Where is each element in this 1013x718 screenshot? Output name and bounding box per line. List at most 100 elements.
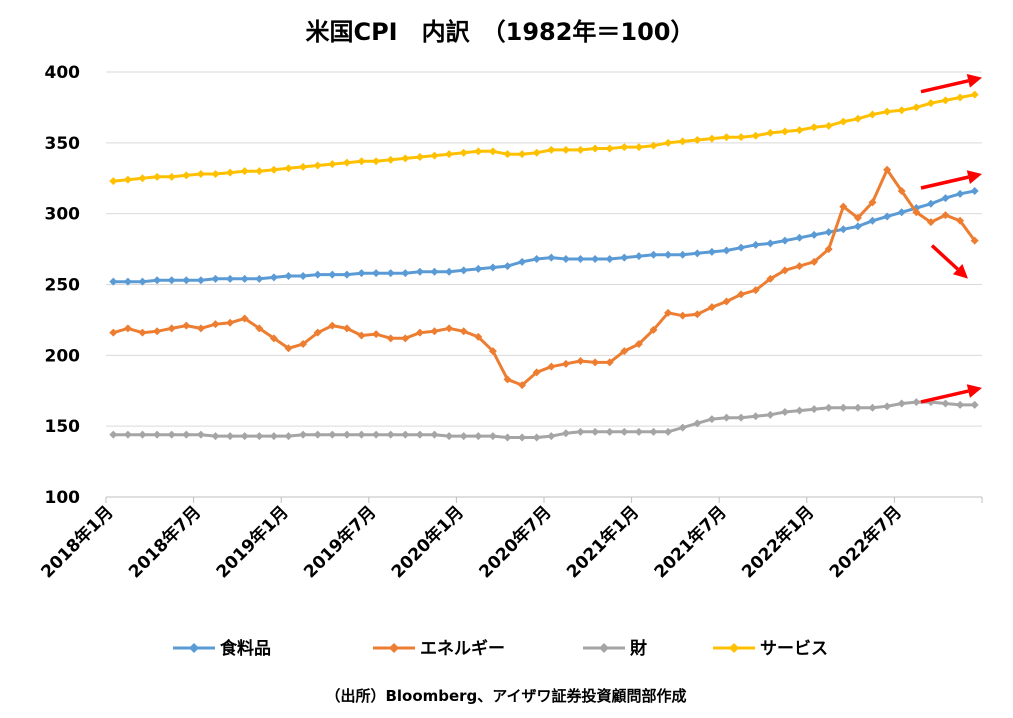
data-point xyxy=(897,187,906,195)
data-point xyxy=(956,216,965,225)
data-point xyxy=(751,131,760,140)
data-point xyxy=(255,324,264,333)
series-1 xyxy=(109,165,979,390)
data-point xyxy=(956,400,965,409)
y-tick-label: 100 xyxy=(45,488,81,508)
data-point xyxy=(459,148,468,157)
data-point xyxy=(123,175,132,184)
data-point xyxy=(503,262,512,271)
data-point xyxy=(269,334,278,343)
data-point xyxy=(255,274,264,283)
data-point xyxy=(445,150,454,159)
data-point xyxy=(605,144,614,153)
data-point xyxy=(299,272,308,280)
data-point xyxy=(795,262,804,271)
data-point xyxy=(956,93,965,102)
data-point xyxy=(722,246,731,255)
data-point xyxy=(824,403,833,412)
data-point xyxy=(824,245,833,254)
data-point xyxy=(284,432,293,441)
data-point xyxy=(780,236,789,245)
x-tick-label: 2018年7月 xyxy=(124,502,205,583)
data-point xyxy=(415,267,424,276)
data-point xyxy=(284,272,293,280)
data-point xyxy=(284,344,293,353)
legend-label: サービス xyxy=(760,639,828,659)
data-point xyxy=(342,270,351,279)
data-point xyxy=(196,430,205,439)
data-point xyxy=(226,274,235,283)
data-point xyxy=(605,255,614,263)
data-point xyxy=(883,212,892,221)
data-point xyxy=(664,308,673,317)
data-point xyxy=(211,320,220,329)
data-point xyxy=(926,199,935,208)
data-point xyxy=(109,177,118,186)
data-point xyxy=(912,208,921,217)
data-point xyxy=(415,153,424,161)
data-point xyxy=(649,250,658,259)
data-point xyxy=(926,218,935,227)
x-tick-label: 2020年1月 xyxy=(387,502,468,583)
x-tick-label: 2020年7月 xyxy=(475,502,556,583)
data-point xyxy=(430,267,439,276)
data-point xyxy=(956,189,965,198)
data-point xyxy=(576,357,585,365)
data-point xyxy=(386,334,395,343)
chart-title: 米国CPI 内訳 （1982年＝100） xyxy=(305,18,694,46)
legend-marker xyxy=(389,643,399,653)
data-point xyxy=(415,430,424,439)
data-point xyxy=(634,427,643,436)
data-point xyxy=(196,170,205,178)
data-point xyxy=(211,432,220,441)
data-point xyxy=(605,358,614,367)
data-point xyxy=(693,136,702,144)
data-point xyxy=(766,274,775,283)
data-point xyxy=(620,253,629,262)
y-tick-label: 350 xyxy=(45,134,81,154)
y-tick-label: 400 xyxy=(45,63,81,83)
data-point xyxy=(357,331,366,340)
data-point xyxy=(138,328,147,337)
series-group xyxy=(109,90,979,442)
data-point xyxy=(824,121,833,130)
data-point xyxy=(299,430,308,439)
legend-marker xyxy=(729,643,739,653)
data-point xyxy=(707,134,716,143)
data-point xyxy=(488,263,497,272)
data-point xyxy=(401,430,410,439)
data-point xyxy=(722,133,731,142)
data-point xyxy=(561,255,570,263)
legend-label: 財 xyxy=(629,638,647,659)
data-point xyxy=(226,168,235,177)
series-line xyxy=(112,168,976,387)
data-point xyxy=(313,430,322,439)
data-point xyxy=(620,143,629,152)
data-point xyxy=(591,358,600,367)
data-point xyxy=(401,269,410,278)
data-point xyxy=(532,255,541,263)
data-point xyxy=(693,249,702,258)
data-point xyxy=(591,427,600,436)
data-point xyxy=(386,269,395,278)
data-point xyxy=(737,243,746,252)
data-point xyxy=(868,403,877,412)
series-3 xyxy=(109,90,979,186)
data-point xyxy=(605,427,614,436)
data-point xyxy=(941,194,950,203)
data-point xyxy=(722,297,731,306)
data-point xyxy=(751,412,760,421)
data-point xyxy=(649,325,658,334)
data-point xyxy=(328,430,337,439)
data-point xyxy=(532,368,541,377)
data-point xyxy=(576,145,585,154)
data-point xyxy=(912,103,921,112)
data-point xyxy=(153,172,162,181)
data-point xyxy=(780,408,789,416)
data-point xyxy=(269,273,278,282)
data-point xyxy=(970,236,979,245)
data-point xyxy=(970,187,979,195)
data-point xyxy=(211,170,220,178)
legend-marker xyxy=(599,643,609,653)
